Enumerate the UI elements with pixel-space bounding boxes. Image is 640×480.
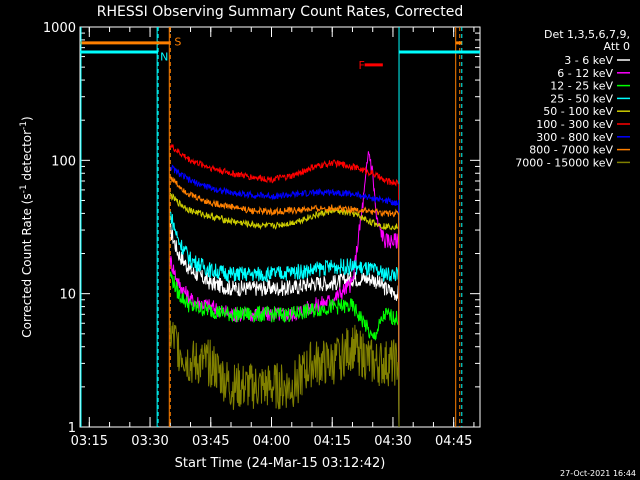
series-line-4 <box>169 211 400 428</box>
y-label-superscript: -1 <box>19 121 29 130</box>
annotations: NS F <box>80 27 480 427</box>
annotation-n-label: N <box>160 51 168 64</box>
x-axis-label: Start Time (24-Mar-15 03:12:42) <box>175 456 386 471</box>
legend-header: Det 1,3,5,6,7,9, <box>544 28 630 41</box>
x-tick-label: 04:15 <box>313 434 350 449</box>
plot-frame <box>79 26 481 428</box>
y-tick-label: 1 <box>68 421 76 436</box>
x-tick-label: 03:15 <box>71 434 108 449</box>
legend-entry-label: 800 - 7000 keV <box>529 144 613 157</box>
y-label-part: detector <box>20 130 34 185</box>
timestamp: 27-Oct-2021 16:44 <box>560 469 636 478</box>
series-line-3 <box>169 271 400 428</box>
legend-entry-label: 25 - 50 keV <box>550 92 613 105</box>
annotation-s-label: S <box>174 35 181 48</box>
series-line-1 <box>169 223 400 428</box>
y-label-part: Corrected Count Rate (s <box>20 193 34 337</box>
series-lines <box>169 143 400 428</box>
y-label-part: ) <box>20 116 34 121</box>
legend-header: Att 0 <box>604 40 630 53</box>
series-line-6 <box>169 143 400 428</box>
y-axis-ticks: 1 10 100 1000 <box>43 21 480 436</box>
x-tick-label: 03:30 <box>131 434 168 449</box>
legend-entry-label: 100 - 300 keV <box>536 118 613 131</box>
x-tick-label: 04:30 <box>374 434 411 449</box>
legend-entry-label: 50 - 100 keV <box>543 105 613 118</box>
series-line-9 <box>169 320 400 428</box>
y-tick-label: 10 <box>59 288 76 303</box>
legend-entry-label: 7000 - 15000 keV <box>515 156 613 169</box>
annotation-f-label: F <box>359 59 365 72</box>
x-axis-ticks: 03:15 03:30 03:45 04:00 04:15 04:30 04:45 <box>71 27 475 449</box>
series-line-7 <box>170 164 400 428</box>
y-tick-label: 100 <box>51 154 76 169</box>
series-line-5 <box>169 192 400 428</box>
y-axis-label: Corrected Count Rate (s-1 detector-1) <box>19 116 34 337</box>
y-tick-label: 1000 <box>43 21 76 36</box>
legend-entry-label: 6 - 12 keV <box>557 67 613 80</box>
x-tick-label: 03:45 <box>192 434 229 449</box>
legend-entry-label: 300 - 800 keV <box>536 131 613 144</box>
chart-title: RHESSI Observing Summary Count Rates, Co… <box>97 4 463 20</box>
series-line-8 <box>169 176 400 428</box>
y-label-superscript: -1 <box>19 184 29 193</box>
legend-entry-label: 3 - 6 keV <box>564 54 613 67</box>
legend-entry-label: 12 - 25 keV <box>550 80 613 93</box>
x-tick-label: 04:45 <box>435 434 472 449</box>
x-tick-label: 04:00 <box>253 434 290 449</box>
